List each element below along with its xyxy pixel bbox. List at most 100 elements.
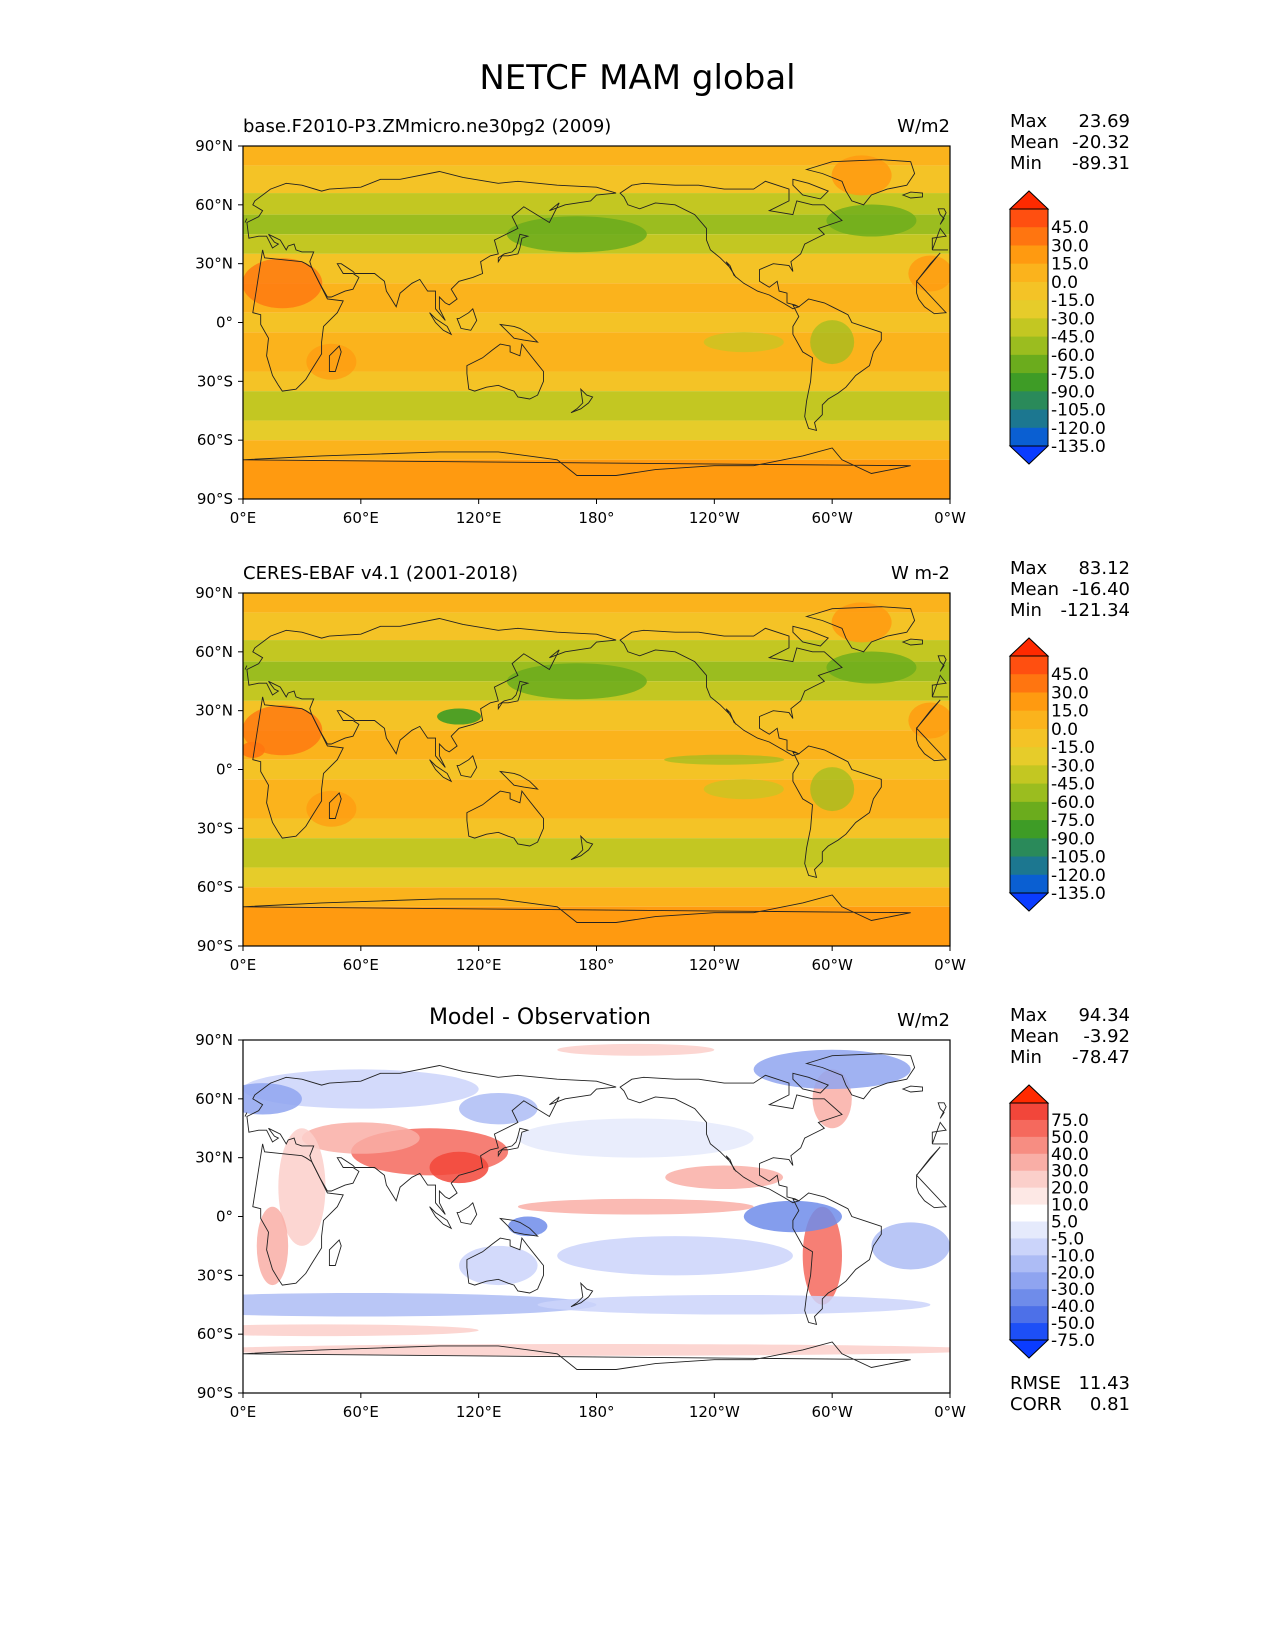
colorbar-segment [1010,765,1048,785]
colorbar-segment [1010,1204,1048,1222]
colorbar-tick-label: -105.0 [1051,848,1106,868]
lon-tick-label: 0°E [230,1403,257,1421]
colorbar-tick-label: 30.0 [1051,683,1089,703]
lon-tick-label: 60°W [811,509,853,527]
lat-tick-label: 30°S [197,1266,233,1284]
lat-tick-label: 30°N [195,255,233,273]
colorbar-segment [1010,710,1048,730]
stat-value-mean: -16.40 [1071,579,1130,600]
panel-title: base.F2010-P3.ZMmicro.ne30pg2 (2009) [243,116,612,137]
colorbar-segment [1010,336,1048,356]
panel-title: CERES-EBAF v4.1 (2001-2018) [243,563,519,584]
colorbar-tick-label: -90.0 [1051,382,1095,402]
colorbar-tick-label: 75.0 [1051,1111,1089,1131]
stat-value-min: -78.47 [1071,1047,1130,1068]
lon-tick-label: 60°W [811,956,853,974]
colorbar-tick-label: 10.0 [1051,1196,1089,1216]
colorbar-segment [1010,838,1048,858]
lon-tick-label: 60°E [343,956,379,974]
colorbar-tick-label: 30.0 [1051,1162,1089,1182]
field-shading [243,146,950,499]
colorbar: 75.050.040.030.020.010.05.0-5.0-10.0-20.… [1008,1084,1095,1359]
field-shading [243,593,950,946]
colorbar-segment [1010,1289,1048,1307]
colorbar-segment [1010,1323,1048,1341]
colorbar-tick-label: -30.0 [1051,756,1095,776]
lon-tick-label: 120°E [456,509,502,527]
colorbar-segment [1010,747,1048,766]
lat-tick-label: 90°N [195,1031,233,1049]
colorbar-segment [1010,1119,1048,1138]
colorbar-tick-label: -135.0 [1051,884,1106,904]
stat-label-min: Min [1010,153,1042,174]
lat-tick-label: 60°N [195,196,233,214]
colorbar-segment [1010,1255,1048,1273]
lon-tick-label: 120°W [689,1403,740,1421]
panel-units: W m-2 [890,563,950,584]
colorbar-segment [1010,354,1048,374]
colorbar-tick-label: 50.0 [1051,1128,1089,1148]
colorbar-tick-label: 0.0 [1051,273,1078,293]
lat-tick-label: 90°N [195,137,233,155]
stat-value-max: 23.69 [1078,111,1130,132]
colorbar-tick-label: -50.0 [1051,1314,1095,1334]
stat-label-mean: Mean [1010,132,1060,153]
colorbar-segment [1010,1136,1048,1155]
stat-value-mean: -3.92 [1083,1026,1130,1047]
metric-label-corr: CORR [1010,1394,1062,1415]
lon-tick-label: 60°E [343,1403,379,1421]
colorbar-segment [1010,209,1048,228]
stat-label-max: Max [1010,558,1048,579]
lat-tick-label: 60°S [197,1325,233,1343]
colorbar-tick-label: -120.0 [1051,419,1106,439]
colorbar-tick-label: 15.0 [1051,255,1089,275]
colorbar-segment [1010,300,1048,319]
colorbar-segment [1010,656,1048,675]
colorbar-tick-label: -60.0 [1051,793,1095,813]
lon-tick-label: 60°W [811,1403,853,1421]
colorbar-tick-label: 30.0 [1051,236,1089,256]
colorbar-tick-label: -45.0 [1051,775,1095,795]
lon-tick-label: 120°W [689,956,740,974]
lon-tick-label: 120°W [689,509,740,527]
colorbar-extend-min [1008,1339,1050,1359]
colorbar-tick-label: -105.0 [1051,401,1106,421]
colorbar-tick-label: -135.0 [1051,437,1106,457]
colorbar-tick-label: -30.0 [1051,1280,1095,1300]
colorbar-segment [1010,427,1048,447]
lon-tick-label: 60°E [343,509,379,527]
lat-tick-label: 60°N [195,1090,233,1108]
metric-label-rmse: RMSE [1010,1373,1061,1394]
colorbar-segment [1010,728,1048,748]
lon-tick-label: 120°E [456,1403,502,1421]
colorbar-segment [1010,674,1048,693]
lat-tick-label: 0° [216,1208,233,1226]
lat-tick-label: 90°S [197,490,233,508]
colorbar-segment [1010,245,1048,265]
colorbar-tick-label: 20.0 [1051,1179,1089,1199]
stat-label-max: Max [1010,111,1048,132]
lat-tick-label: 60°S [197,431,233,449]
panel-units: W/m2 [897,116,950,137]
colorbar-tick-label: 15.0 [1051,702,1089,722]
stat-value-min: -121.34 [1060,600,1130,621]
colorbar-segment [1010,820,1048,839]
lat-tick-label: 0° [216,761,233,779]
lat-tick-label: 0° [216,314,233,332]
stat-value-min: -89.31 [1071,153,1130,174]
colorbar-segment [1010,263,1048,283]
lat-tick-label: 60°S [197,878,233,896]
lat-tick-label: 30°N [195,1149,233,1167]
colorbar-tick-label: -15.0 [1051,291,1095,311]
lon-tick-label: 180° [578,956,614,974]
colorbar-segment [1010,227,1048,246]
stat-value-mean: -20.32 [1071,132,1130,153]
metric-value-corr: 0.81 [1089,1394,1130,1415]
colorbar-segment [1010,373,1048,392]
lon-tick-label: 0°E [230,956,257,974]
colorbar-extend-max [1008,190,1050,210]
colorbar-segment [1010,1221,1048,1239]
colorbar-tick-label: -75.0 [1051,364,1095,384]
colorbar-segment [1010,1238,1048,1256]
colorbar-tick-label: -45.0 [1051,328,1095,348]
